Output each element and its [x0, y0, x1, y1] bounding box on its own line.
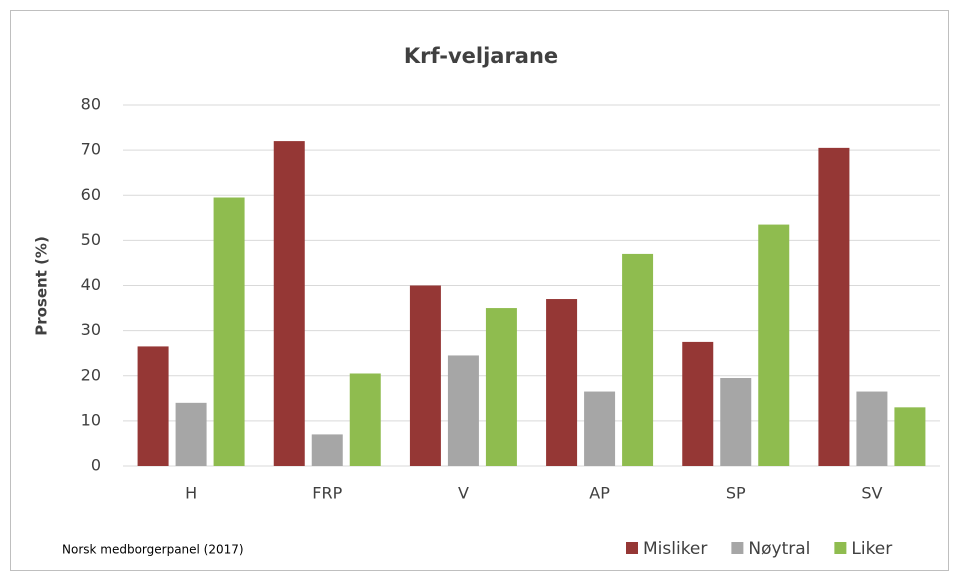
x-tick-label: FRP: [312, 484, 342, 503]
legend-label: Misliker: [643, 539, 707, 559]
chart-frame: [10, 10, 949, 571]
legend-label: Nøytral: [748, 539, 810, 559]
bar: [856, 391, 888, 466]
source-note: Norsk medborgerpanel (2017): [62, 543, 244, 557]
bar: [758, 224, 790, 466]
bar: [349, 373, 381, 466]
x-tick-label: AP: [589, 484, 610, 503]
y-tick-label: 30: [81, 320, 101, 339]
bar: [447, 355, 479, 466]
bar: [720, 378, 752, 466]
bar: [546, 299, 578, 466]
bar: [311, 434, 343, 466]
bar: [894, 407, 926, 466]
bar: [273, 141, 305, 466]
legend-swatch: [834, 542, 847, 554]
y-tick-label: 60: [81, 185, 101, 204]
y-tick-label: 40: [81, 275, 101, 294]
x-tick-label: V: [458, 484, 469, 503]
bar: [409, 285, 441, 466]
y-tick-label: 0: [91, 456, 101, 475]
y-tick-label: 70: [81, 140, 101, 159]
bar: [485, 308, 517, 466]
x-tick-label: H: [185, 484, 197, 503]
x-tick-label: SP: [726, 484, 746, 503]
bar: [818, 147, 850, 466]
chart-title: Krf-veljarane: [404, 44, 558, 68]
y-axis-label: Prosent (%): [33, 236, 51, 336]
bar: [682, 341, 714, 466]
legend-label: Liker: [851, 539, 892, 559]
legend-swatch: [731, 542, 744, 554]
y-tick-label: 20: [81, 365, 101, 384]
bar: [622, 253, 654, 466]
legend-swatch: [626, 542, 638, 554]
bar: [584, 391, 616, 466]
y-tick-label: 80: [81, 95, 101, 114]
y-tick-label: 50: [81, 230, 101, 249]
bar: [213, 197, 245, 466]
y-tick-label: 10: [81, 410, 101, 429]
bar: [137, 346, 169, 466]
x-tick-label: SV: [861, 484, 882, 503]
bar: [175, 402, 207, 466]
